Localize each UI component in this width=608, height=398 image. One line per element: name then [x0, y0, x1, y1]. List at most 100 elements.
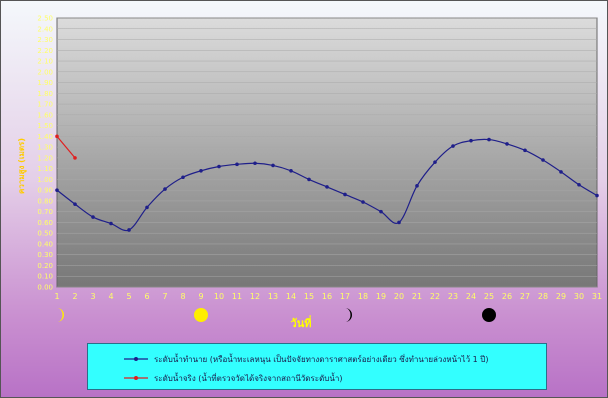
legend: ระดับน้ำทำนาย (หรือน้ำทะเลหนุน เป็นปัจจั… — [87, 343, 547, 390]
data-point — [109, 221, 113, 226]
data-point — [523, 148, 527, 153]
y-tick-label: 1.00 — [37, 176, 53, 184]
data-point — [577, 182, 581, 187]
legend-item-predicted: ระดับน้ำทำนาย (หรือน้ำทะเลหนุน เป็นปัจจั… — [124, 351, 488, 367]
data-point — [487, 137, 491, 142]
x-tick-label: 16 — [322, 292, 332, 301]
data-point — [163, 187, 167, 191]
data-point — [361, 200, 365, 204]
y-tick-label: 0.30 — [37, 251, 53, 259]
x-tick-label: 11 — [232, 292, 242, 301]
data-point — [145, 205, 149, 210]
series-layer — [55, 134, 599, 232]
x-tick-label: 13 — [268, 292, 278, 301]
data-point — [73, 202, 77, 206]
data-point — [55, 134, 59, 139]
series-line — [56, 135, 76, 159]
x-tick-label: 30 — [574, 292, 584, 301]
x-tick-label: 20 — [394, 292, 404, 301]
data-point — [541, 158, 545, 162]
data-point — [451, 144, 455, 148]
gridlines — [57, 17, 597, 288]
legend-item-actual: ระดับน้ำจริง (น้ำที่ตรวจวัดได้จริงจากสถา… — [124, 370, 342, 386]
y-tick-label: 0.10 — [37, 273, 53, 281]
y-tick-label: 1.50 — [37, 122, 53, 130]
x-tick-label: 10 — [214, 292, 224, 301]
y-tick-label: 0.80 — [37, 197, 53, 205]
data-point — [379, 209, 383, 214]
data-point — [433, 160, 437, 164]
x-tick-label: 14 — [286, 292, 296, 301]
data-point — [289, 168, 293, 173]
x-tick-label: 23 — [448, 292, 458, 301]
x-tick-label: 25 — [484, 292, 494, 301]
data-point — [595, 193, 599, 198]
plot-area — [56, 17, 598, 288]
x-tick-label: 8 — [180, 292, 185, 301]
x-tick-label: 24 — [466, 292, 476, 301]
data-point — [397, 220, 401, 225]
x-axis-label: วันที่ — [291, 315, 312, 330]
x-tick-label: 28 — [538, 292, 548, 301]
data-point — [91, 215, 95, 219]
x-tick-label: 21 — [412, 292, 422, 301]
x-tick-label: 12 — [250, 292, 260, 301]
data-point — [55, 188, 59, 192]
data-point — [415, 184, 419, 188]
x-axis-ticks: 1 2 3 4 5 6 7 8 9 10 11 12 13 14 15 16 17 18 19 20 21 22 23 24 2… — [54, 292, 602, 301]
full-moon-icon — [194, 308, 208, 322]
y-tick-label: 0.00 — [37, 284, 53, 292]
x-tick-label: 15 — [304, 292, 314, 301]
y-tick-label: 0.90 — [37, 187, 53, 195]
x-tick-label: 1 — [54, 292, 59, 301]
x-tick-label: 2 — [72, 292, 77, 301]
y-tick-label: 1.10 — [37, 165, 53, 173]
crescent-moon-icon — [345, 308, 352, 322]
x-tick-label: 29 — [556, 292, 566, 301]
y-axis-label: ความสูง (เมตร) — [17, 138, 27, 194]
y-axis-ticks: 0.00 0.10 0.20 0.30 0.40 0.50 0.60 0.70 0.80 0.90… — [37, 15, 53, 292]
series-1 — [55, 134, 77, 160]
series-0 — [55, 137, 599, 232]
data-point — [217, 164, 221, 169]
x-tick-label: 26 — [502, 292, 512, 301]
x-tick-label: 9 — [198, 292, 203, 301]
y-tick-label: 2.40 — [37, 25, 53, 33]
x-tick-label: 31 — [592, 292, 602, 301]
y-tick-label: 2.30 — [37, 36, 53, 44]
data-point — [181, 175, 185, 180]
data-point — [253, 161, 257, 166]
y-tick-label: 1.90 — [37, 79, 53, 87]
x-tick-label: 22 — [430, 292, 440, 301]
data-point — [199, 168, 203, 173]
y-tick-label: 1.60 — [37, 111, 53, 119]
new-moon-icon — [482, 308, 496, 322]
y-tick-label: 0.20 — [37, 262, 53, 270]
data-point — [235, 162, 239, 167]
data-point — [559, 170, 563, 174]
x-tick-label: 5 — [126, 292, 131, 301]
x-tick-label: 4 — [108, 292, 113, 301]
data-point — [73, 156, 77, 160]
x-tick-label: 3 — [90, 292, 95, 301]
data-point — [127, 228, 131, 232]
moon-phase-icons — [57, 308, 496, 322]
y-tick-label: 2.20 — [37, 47, 53, 55]
x-tick-label: 19 — [376, 292, 386, 301]
crescent-moon-icon — [57, 308, 64, 322]
y-tick-label: 2.00 — [37, 68, 53, 76]
x-tick-label: 27 — [520, 292, 530, 301]
tide-line-chart: 0.00 0.10 0.20 0.30 0.40 0.50 0.60 0.70 0.80 0.90… — [17, 15, 602, 331]
y-tick-label: 0.40 — [37, 240, 53, 248]
x-tick-label: 17 — [340, 292, 350, 301]
data-point — [271, 163, 275, 168]
x-tick-label: 18 — [358, 292, 368, 301]
legend-label-predicted: ระดับน้ำทำนาย (หรือน้ำทะเลหนุน เป็นปัจจั… — [154, 354, 489, 364]
y-tick-label: 0.60 — [37, 219, 53, 227]
y-tick-label: 0.70 — [37, 208, 53, 216]
y-tick-label: 0.50 — [37, 230, 53, 238]
y-tick-label: 1.80 — [37, 90, 53, 98]
data-point — [343, 192, 347, 197]
data-point — [505, 142, 509, 146]
